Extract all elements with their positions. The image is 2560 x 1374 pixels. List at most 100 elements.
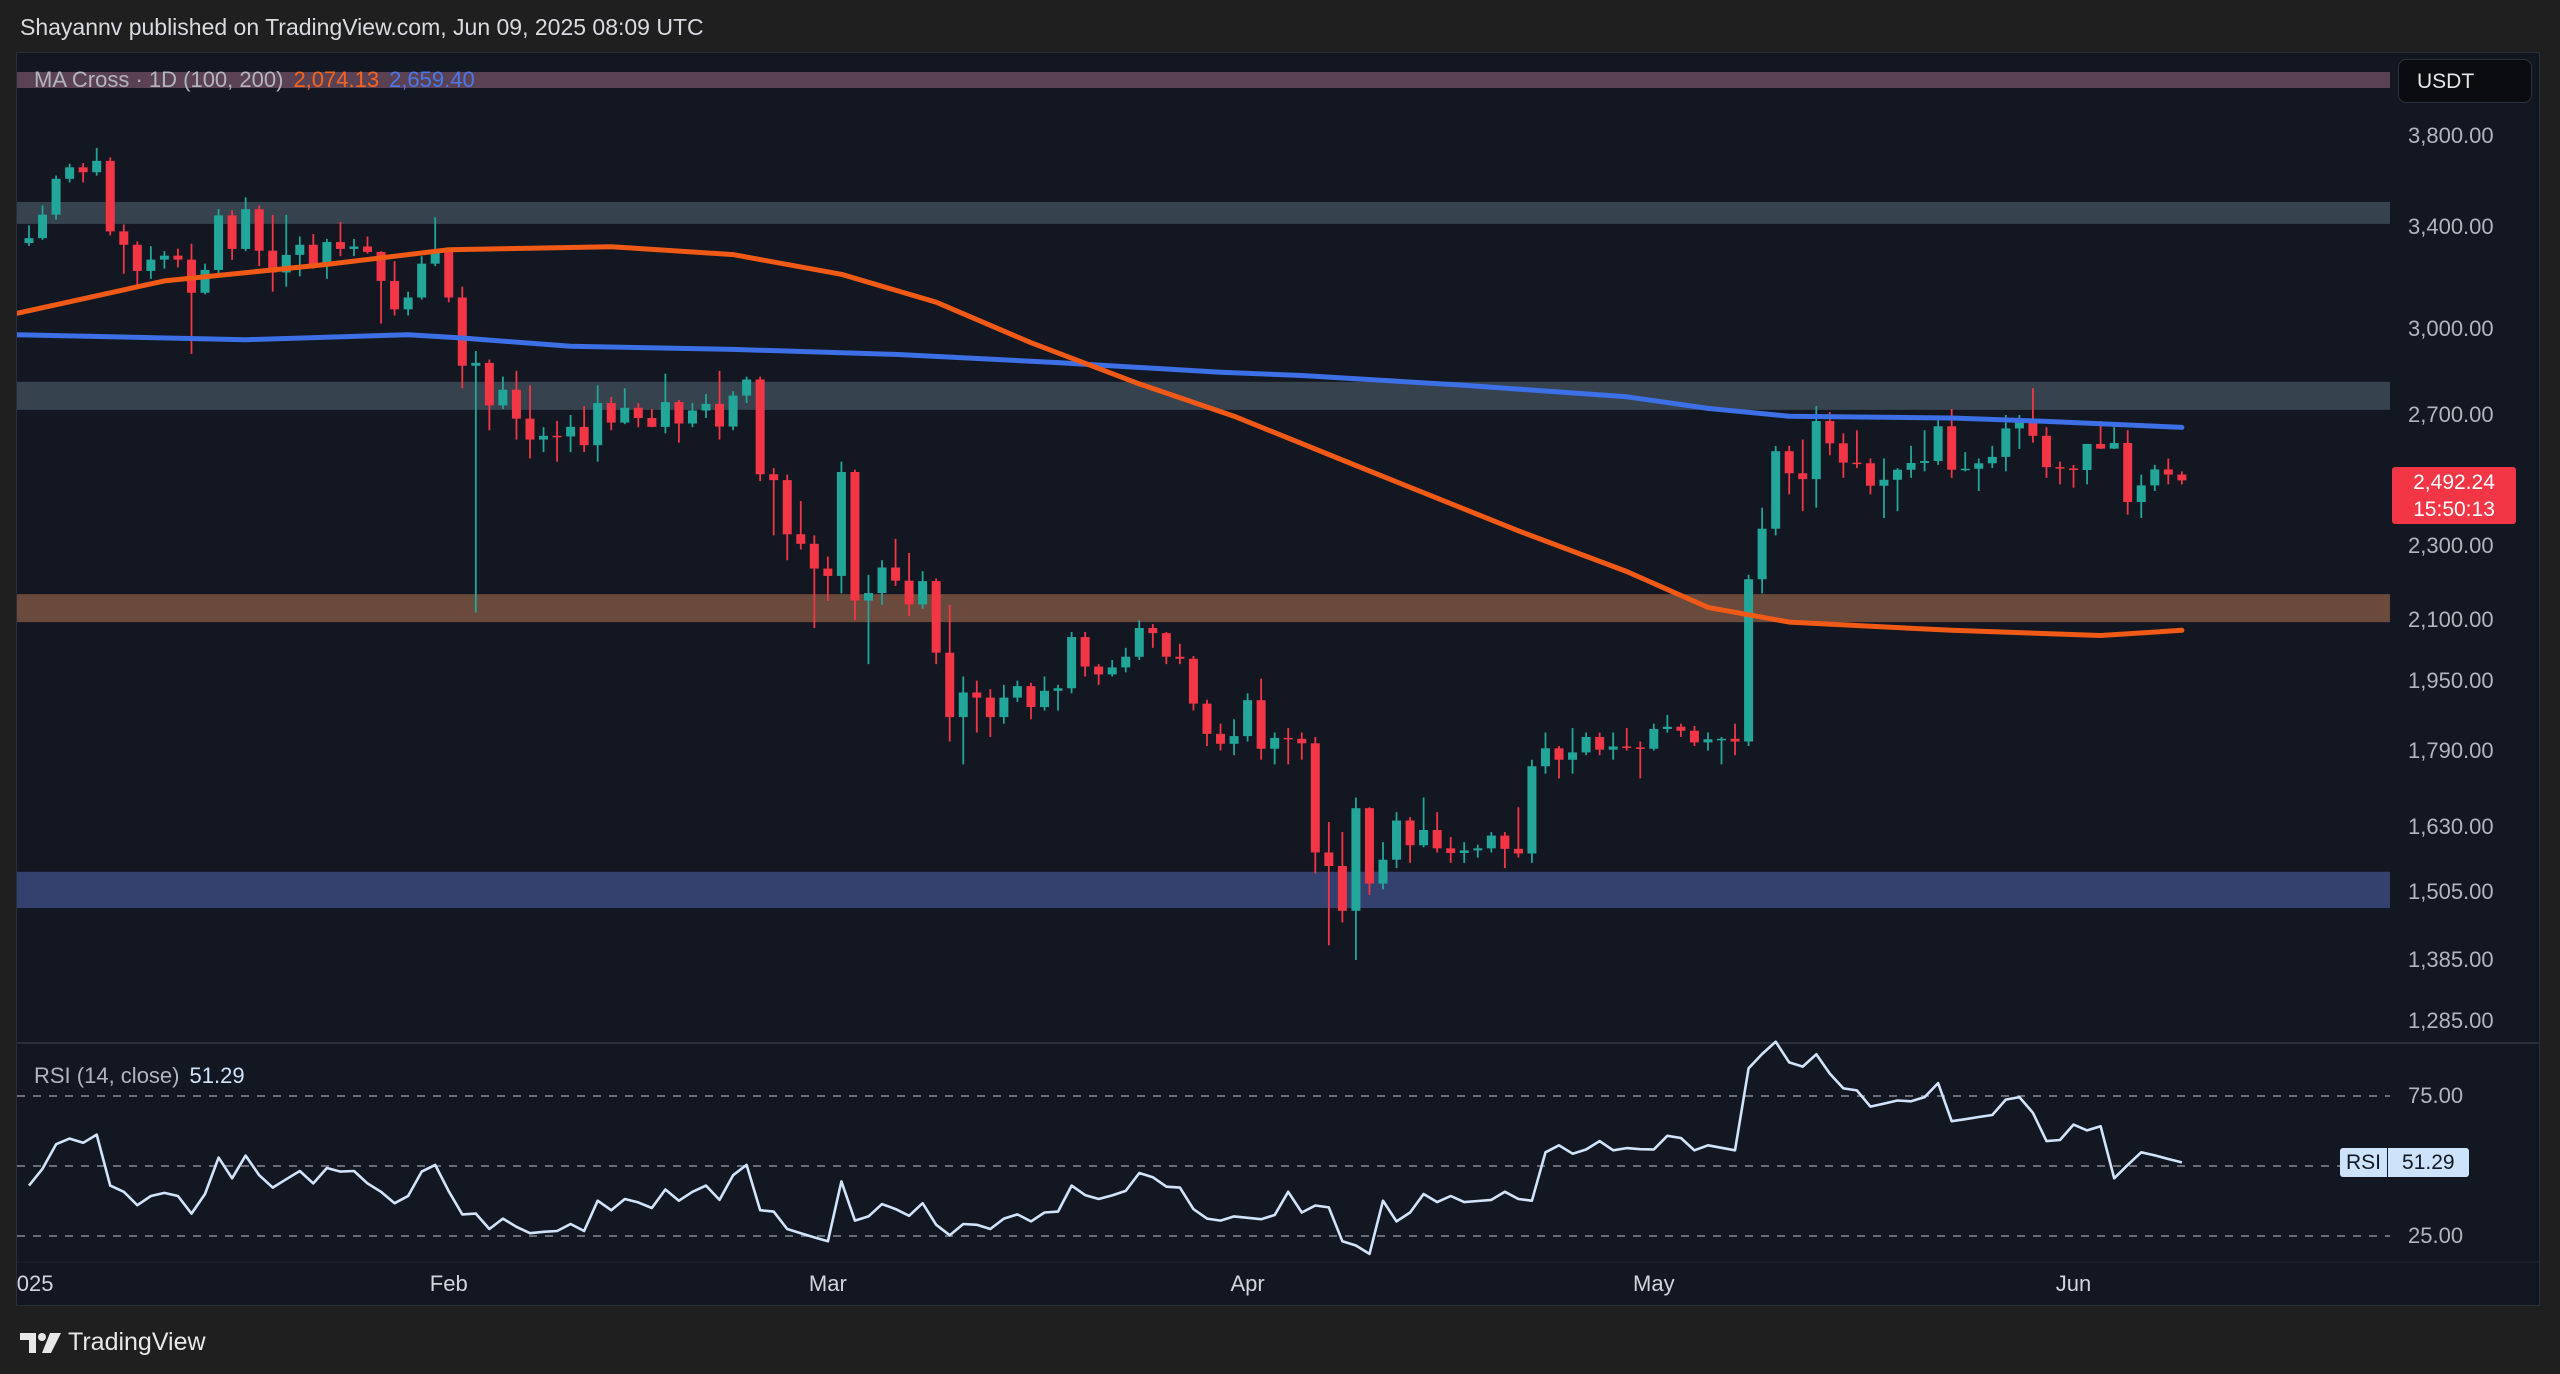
- tradingview-logo[interactable]: TradingView: [20, 1328, 206, 1357]
- candle: [1270, 732, 1280, 765]
- candle-body: [363, 246, 372, 252]
- candle: [1026, 682, 1036, 720]
- candle-body: [1838, 443, 1848, 463]
- candle: [1811, 405, 1821, 508]
- candle-body: [1595, 737, 1605, 750]
- candle-body: [498, 389, 508, 406]
- candle: [606, 397, 616, 431]
- candle: [1838, 433, 1848, 478]
- candle-body: [376, 251, 386, 281]
- candle: [1419, 797, 1429, 848]
- candle-body: [1920, 461, 1930, 463]
- candle-body: [281, 254, 291, 273]
- candle-body: [1121, 656, 1131, 668]
- candle-body: [891, 567, 901, 581]
- candle-body: [525, 418, 535, 440]
- candle: [1080, 631, 1090, 677]
- candle: [1662, 714, 1672, 733]
- candle-body: [850, 471, 860, 601]
- candle-body: [2177, 474, 2187, 481]
- rsi-legend-value: 51.29: [189, 1063, 245, 1088]
- candle: [620, 388, 630, 425]
- candle: [1121, 647, 1131, 673]
- candle-body: [1337, 865, 1347, 911]
- candle-body: [958, 692, 968, 718]
- candle-body: [1148, 627, 1158, 634]
- candle: [2136, 474, 2146, 518]
- candle: [1188, 655, 1198, 711]
- candle-body: [1811, 421, 1821, 480]
- last-price-tag: 2,492.24 15:50:13: [2392, 467, 2516, 524]
- candle: [2055, 461, 2065, 485]
- candle: [227, 210, 237, 260]
- candle: [1974, 458, 1984, 492]
- candle: [65, 163, 75, 183]
- rsi-tick-label: 25.00: [2408, 1223, 2464, 1248]
- tradingview-logo-icon: [20, 1332, 61, 1353]
- ma-slow-value: 2,659.40: [389, 67, 475, 92]
- candle-body: [809, 543, 819, 569]
- candle: [836, 461, 846, 594]
- candle: [241, 197, 251, 252]
- candle-body: [1107, 667, 1117, 675]
- candle-body: [1175, 656, 1185, 659]
- candle-body: [972, 692, 982, 698]
- price-zone: [17, 594, 2390, 623]
- candle-body: [1270, 737, 1280, 749]
- candle-body: [322, 242, 332, 266]
- candle: [132, 241, 142, 288]
- ma-slow-line: [17, 332, 2185, 430]
- price-tick-label: 1,630.00: [2408, 814, 2494, 840]
- candle: [1865, 458, 1875, 495]
- currency-selector[interactable]: USDT: [2398, 59, 2532, 103]
- candle: [809, 535, 819, 628]
- candle: [1608, 732, 1618, 760]
- candle: [376, 251, 386, 324]
- price-tick-label: 2,100.00: [2408, 607, 2494, 633]
- price-tick-label: 3,000.00: [2408, 315, 2494, 341]
- candle-body: [1717, 738, 1726, 741]
- candle-body: [1581, 737, 1591, 753]
- candle: [1459, 842, 1469, 863]
- candle-body: [1568, 752, 1578, 760]
- candle: [1730, 723, 1740, 756]
- price-tick-label: 1,950.00: [2408, 667, 2494, 693]
- price-tick-label: 1,285.00: [2408, 1008, 2494, 1034]
- candle-body: [579, 426, 589, 446]
- candle: [1879, 458, 1889, 518]
- candle-body: [1703, 739, 1713, 743]
- candle: [1297, 732, 1307, 760]
- ma-legend[interactable]: MA Cross · 1D (100, 200) 2,074.13 2,659.40: [34, 67, 485, 93]
- candles-layer: [24, 147, 2187, 960]
- candle-body: [1202, 703, 1212, 734]
- candle: [322, 238, 332, 279]
- candle-body: [1012, 686, 1022, 698]
- candle-body: [1757, 528, 1767, 580]
- candle-body: [1053, 688, 1063, 691]
- candle-body: [1256, 700, 1266, 749]
- price-zone: [17, 201, 2390, 224]
- candle: [701, 394, 711, 419]
- candle: [945, 604, 955, 742]
- candle: [430, 217, 440, 267]
- candle-body: [335, 242, 345, 249]
- price-tick-label: 1,790.00: [2408, 737, 2494, 763]
- candle: [1527, 759, 1537, 863]
- candle-body: [444, 251, 454, 298]
- candle-body: [1161, 633, 1171, 657]
- candle-body: [593, 402, 603, 446]
- rsi-legend[interactable]: RSI (14, close) 51.29: [34, 1063, 245, 1089]
- candle-body: [1378, 859, 1388, 884]
- candle-body: [945, 652, 955, 718]
- candle-body: [1622, 746, 1632, 748]
- candle-body: [796, 534, 806, 544]
- candle-body: [1649, 728, 1659, 749]
- candle: [1744, 574, 1754, 747]
- candle-body: [660, 402, 670, 427]
- rsi-value-tag: RSI 51.29: [2340, 1148, 2469, 1177]
- rsi-legend-title: RSI (14, close): [34, 1063, 180, 1088]
- time-tick-label: Feb: [429, 1271, 468, 1296]
- candle: [1134, 620, 1144, 661]
- candle-body: [457, 297, 467, 366]
